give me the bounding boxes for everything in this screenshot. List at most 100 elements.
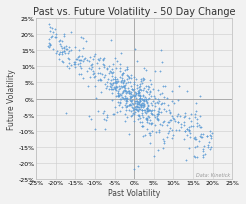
Point bbox=[128, 95, 132, 98]
Point bbox=[205, 134, 209, 138]
Point bbox=[89, 118, 93, 121]
Point bbox=[160, 92, 164, 95]
Point bbox=[81, 60, 85, 64]
Point bbox=[108, 85, 112, 89]
Point bbox=[64, 112, 68, 115]
Point bbox=[114, 85, 118, 89]
Point bbox=[128, 91, 132, 94]
Point bbox=[179, 125, 183, 129]
Point bbox=[140, 82, 144, 85]
Point bbox=[144, 90, 148, 93]
Point bbox=[182, 116, 186, 119]
Point bbox=[144, 98, 148, 101]
Point bbox=[129, 74, 133, 77]
Point bbox=[157, 129, 161, 132]
Point bbox=[123, 95, 127, 99]
Point bbox=[100, 73, 104, 76]
Point bbox=[121, 72, 125, 75]
Point bbox=[149, 95, 153, 98]
Point bbox=[136, 83, 139, 87]
Point bbox=[158, 70, 162, 73]
Point bbox=[158, 123, 162, 126]
Point bbox=[187, 126, 191, 129]
Point bbox=[162, 140, 166, 143]
Point bbox=[200, 135, 204, 139]
Point bbox=[94, 97, 98, 100]
Point bbox=[107, 72, 111, 75]
Point bbox=[128, 104, 132, 107]
Point bbox=[145, 102, 149, 105]
Point bbox=[160, 124, 164, 127]
Point bbox=[176, 120, 180, 124]
Point bbox=[153, 70, 157, 73]
Point bbox=[138, 85, 142, 89]
Point bbox=[113, 78, 117, 81]
Point bbox=[159, 103, 163, 106]
Point bbox=[67, 58, 71, 62]
Point bbox=[167, 121, 170, 124]
Point bbox=[154, 124, 157, 128]
Point bbox=[147, 109, 151, 112]
Point bbox=[93, 85, 97, 88]
Point bbox=[110, 92, 114, 95]
Point bbox=[132, 88, 136, 91]
Point bbox=[160, 102, 164, 105]
Point bbox=[138, 104, 142, 107]
Point bbox=[145, 108, 149, 111]
Point bbox=[102, 66, 106, 69]
Point bbox=[111, 79, 115, 82]
Point bbox=[67, 46, 71, 49]
Point bbox=[114, 80, 118, 83]
Point bbox=[123, 87, 127, 90]
Point bbox=[96, 110, 100, 113]
Point bbox=[193, 137, 197, 141]
Point bbox=[136, 90, 140, 93]
Point bbox=[138, 97, 142, 100]
Point bbox=[105, 114, 109, 117]
Point bbox=[57, 53, 61, 56]
Point bbox=[182, 124, 186, 127]
Point bbox=[123, 85, 126, 88]
Point bbox=[127, 90, 131, 93]
Point bbox=[144, 99, 148, 102]
Point bbox=[130, 88, 134, 91]
Point bbox=[49, 36, 53, 39]
Point bbox=[116, 92, 120, 95]
Point bbox=[205, 134, 209, 138]
Point bbox=[195, 122, 199, 125]
Point bbox=[102, 75, 106, 79]
Point bbox=[152, 114, 156, 117]
Point bbox=[150, 113, 154, 116]
Point bbox=[129, 96, 133, 99]
Point bbox=[142, 99, 146, 103]
Point bbox=[180, 123, 184, 126]
Point bbox=[148, 79, 152, 82]
Point bbox=[93, 53, 97, 56]
Point bbox=[111, 113, 115, 116]
Point bbox=[124, 102, 128, 105]
Point bbox=[164, 110, 168, 113]
Point bbox=[201, 148, 205, 151]
Point bbox=[139, 102, 143, 106]
Point bbox=[92, 58, 95, 61]
Point bbox=[132, 168, 136, 171]
Point bbox=[81, 58, 85, 61]
Point bbox=[187, 117, 191, 120]
Point bbox=[148, 134, 152, 137]
Point bbox=[47, 46, 51, 49]
Point bbox=[109, 86, 113, 89]
Point bbox=[73, 66, 77, 69]
Point bbox=[130, 99, 134, 102]
Point bbox=[75, 58, 78, 61]
Point bbox=[166, 136, 169, 139]
Point bbox=[128, 92, 132, 95]
Point bbox=[156, 149, 160, 152]
Point bbox=[50, 35, 54, 39]
Point bbox=[193, 146, 197, 149]
Point bbox=[90, 66, 94, 69]
Point bbox=[131, 112, 135, 115]
Point bbox=[149, 102, 153, 105]
Point bbox=[108, 82, 112, 85]
Title: Past vs. Future Volatility - 50 Day Change: Past vs. Future Volatility - 50 Day Chan… bbox=[33, 7, 235, 17]
Point bbox=[167, 130, 170, 133]
